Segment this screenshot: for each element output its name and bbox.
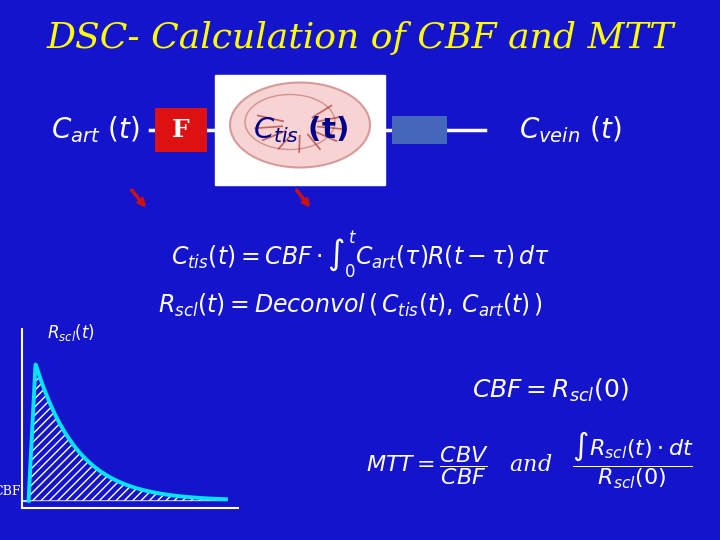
Text: $\mathit{C}_{tis}\ \mathbf{(t)}$: $\mathit{C}_{tis}\ \mathbf{(t)}$ xyxy=(253,114,348,145)
Text: CBF: CBF xyxy=(0,485,20,498)
Text: $R_{scl}(t) = \mathit{Deconvol}\,(\,C_{tis}(t),\,C_{art}(t)\,)$: $R_{scl}(t) = \mathit{Deconvol}\,(\,C_{t… xyxy=(158,292,542,319)
Bar xyxy=(392,116,447,144)
Ellipse shape xyxy=(230,83,370,167)
Text: $MTT = \dfrac{CBV}{CBF}$   and   $\dfrac{\int R_{scl}(t)\cdot dt}{R_{scl}(0)}$: $MTT = \dfrac{CBV}{CBF}$ and $\dfrac{\in… xyxy=(366,429,694,491)
Text: DSC- Calculation of CBF and MTT: DSC- Calculation of CBF and MTT xyxy=(46,21,674,55)
Text: $\mathit{C}_{art}\ (t)$: $\mathit{C}_{art}\ (t)$ xyxy=(50,114,140,145)
Text: $\mathit{C}_{vein}\ (t)$: $\mathit{C}_{vein}\ (t)$ xyxy=(519,114,621,145)
Text: $\mathit{C}_{tis}(t) = CBF \cdot \int_0^t \mathit{C}_{art}(\tau)R(t-\tau)\,d\tau: $\mathit{C}_{tis}(t) = CBF \cdot \int_0^… xyxy=(171,230,549,280)
Text: F: F xyxy=(172,118,190,142)
Bar xyxy=(155,108,207,152)
Bar xyxy=(215,75,385,185)
Text: $R_{scl}(t)$: $R_{scl}(t)$ xyxy=(47,322,95,343)
Text: $CBF = R_{scl}(0)$: $CBF = R_{scl}(0)$ xyxy=(472,376,629,403)
